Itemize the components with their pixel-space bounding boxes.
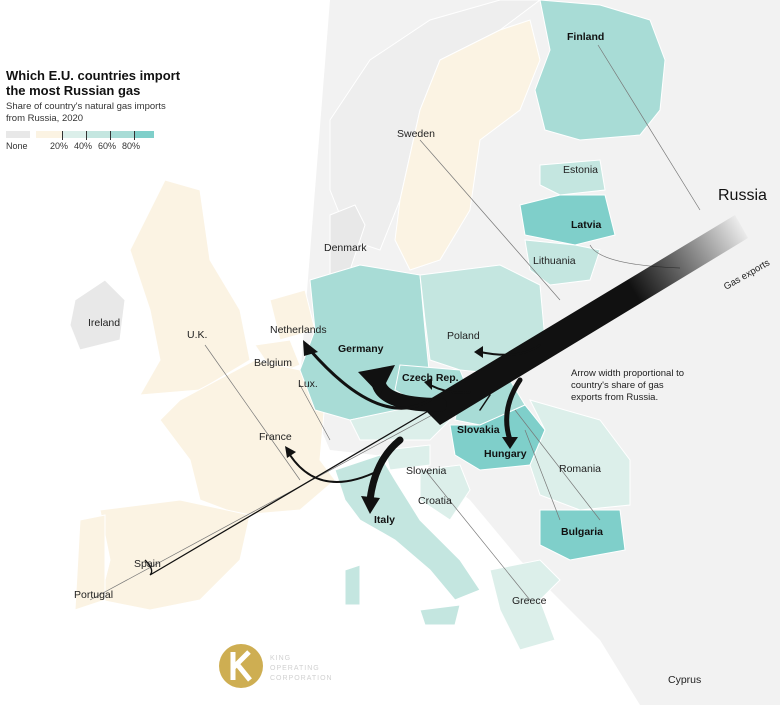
label-slovakia: Slovakia	[457, 424, 500, 436]
country-denmark	[329, 204, 366, 276]
label-sweden: Sweden	[397, 128, 435, 140]
country-greece	[489, 559, 561, 651]
label-ireland: Ireland	[88, 317, 120, 329]
swatch-80-100	[134, 131, 154, 138]
label-lux: Lux.	[298, 378, 318, 390]
label-bulgaria: Bulgaria	[561, 526, 603, 538]
country-france	[159, 359, 336, 516]
label-lithuania: Lithuania	[533, 255, 576, 267]
label-cyprus: Cyprus	[668, 674, 701, 686]
country-ireland	[69, 279, 126, 351]
country-portugal	[74, 514, 106, 611]
label-latvia: Latvia	[571, 219, 602, 231]
label-netherlands: Netherlands	[270, 324, 327, 336]
legend: Which E.U. countries import the most Rus…	[6, 68, 186, 159]
country-sicily	[419, 604, 461, 626]
legend-tick-20: 20%	[50, 141, 69, 151]
legend-subtitle: Share of country's natural gas imports f…	[6, 101, 166, 124]
arrowheads	[285, 340, 518, 514]
swatch-0-20	[36, 131, 62, 138]
label-germany: Germany	[338, 343, 384, 355]
country-slovenia	[384, 444, 431, 471]
label-uk: U.K.	[187, 329, 207, 341]
swatch-60-80	[110, 131, 134, 138]
label-denmark: Denmark	[324, 242, 367, 254]
country-spain	[99, 499, 251, 611]
label-russia: Russia	[718, 187, 767, 204]
svg-text:KING: KING	[270, 655, 291, 662]
label-hungary: Hungary	[484, 448, 527, 460]
country-sardinia	[344, 564, 361, 606]
label-czech: Czech Rep.	[402, 372, 459, 384]
country-uk	[129, 179, 251, 396]
svg-text:OPERATING: OPERATING	[270, 665, 320, 672]
label-spain: Spain	[134, 558, 161, 570]
label-slovenia: Slovenia	[406, 465, 446, 477]
label-estonia: Estonia	[563, 164, 598, 176]
legend-tick-40: 40%	[74, 141, 93, 151]
label-finland: Finland	[567, 31, 604, 43]
country-estonia	[539, 159, 606, 196]
swatch-none	[6, 131, 30, 138]
watermark-logo: KING OPERATING CORPORATION	[219, 644, 333, 688]
label-croatia: Croatia	[418, 495, 452, 507]
label-romania: Romania	[559, 463, 601, 475]
arrow-width-note: Arrow width proportional to country's sh…	[571, 368, 684, 403]
label-belgium: Belgium	[254, 357, 292, 369]
legend-scale: None 20% 40% 60% 80%	[6, 131, 186, 159]
country-finland	[534, 0, 666, 141]
swatch-40-60	[86, 131, 110, 138]
legend-tick-80: 80%	[122, 141, 141, 151]
label-poland: Poland	[447, 330, 480, 342]
spain-flow-line	[144, 409, 431, 576]
legend-title: Which E.U. countries import the most Rus…	[6, 68, 181, 98]
gas-export-band	[420, 215, 748, 425]
legend-tick-60: 60%	[98, 141, 117, 151]
label-greece: Greece	[512, 595, 547, 607]
country-latvia	[519, 194, 616, 246]
label-italy: Italy	[374, 514, 395, 526]
label-portugal: Portugal	[74, 589, 113, 601]
swatch-20-40	[62, 131, 86, 138]
country-sweden	[394, 19, 541, 271]
country-bulgaria	[539, 509, 626, 561]
label-france: France	[259, 431, 292, 443]
svg-text:CORPORATION: CORPORATION	[270, 675, 333, 682]
legend-none: None	[6, 141, 28, 151]
country-lithuania	[524, 239, 601, 286]
